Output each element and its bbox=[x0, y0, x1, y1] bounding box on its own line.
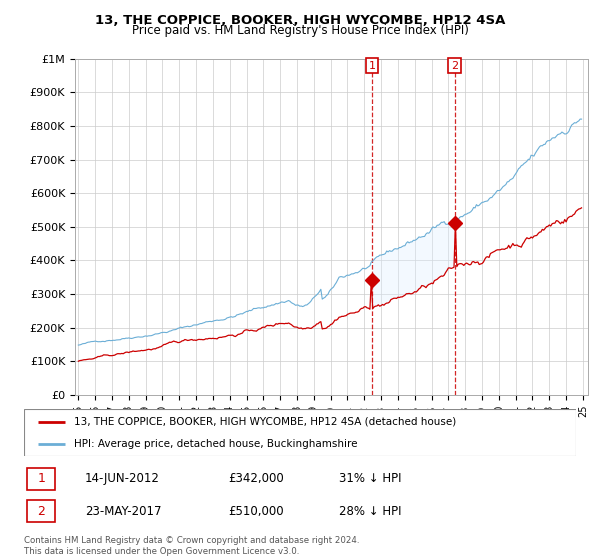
Text: 23-MAY-2017: 23-MAY-2017 bbox=[85, 505, 161, 517]
Text: 13, THE COPPICE, BOOKER, HIGH WYCOMBE, HP12 4SA (detached house): 13, THE COPPICE, BOOKER, HIGH WYCOMBE, H… bbox=[74, 417, 456, 427]
Text: 2: 2 bbox=[451, 60, 458, 71]
Text: 1: 1 bbox=[368, 60, 376, 71]
Text: £342,000: £342,000 bbox=[228, 473, 284, 486]
Bar bbox=[27, 500, 55, 522]
Text: 13, THE COPPICE, BOOKER, HIGH WYCOMBE, HP12 4SA: 13, THE COPPICE, BOOKER, HIGH WYCOMBE, H… bbox=[95, 14, 505, 27]
Text: £510,000: £510,000 bbox=[228, 505, 284, 517]
Text: Contains HM Land Registry data © Crown copyright and database right 2024.
This d: Contains HM Land Registry data © Crown c… bbox=[24, 536, 359, 556]
Text: HPI: Average price, detached house, Buckinghamshire: HPI: Average price, detached house, Buck… bbox=[74, 438, 357, 449]
Bar bbox=[27, 468, 55, 490]
Text: 2: 2 bbox=[37, 505, 45, 517]
Text: 14-JUN-2012: 14-JUN-2012 bbox=[85, 473, 160, 486]
Text: 28% ↓ HPI: 28% ↓ HPI bbox=[338, 505, 401, 517]
Text: 1: 1 bbox=[37, 473, 45, 486]
Text: Price paid vs. HM Land Registry's House Price Index (HPI): Price paid vs. HM Land Registry's House … bbox=[131, 24, 469, 36]
Text: 31% ↓ HPI: 31% ↓ HPI bbox=[338, 473, 401, 486]
